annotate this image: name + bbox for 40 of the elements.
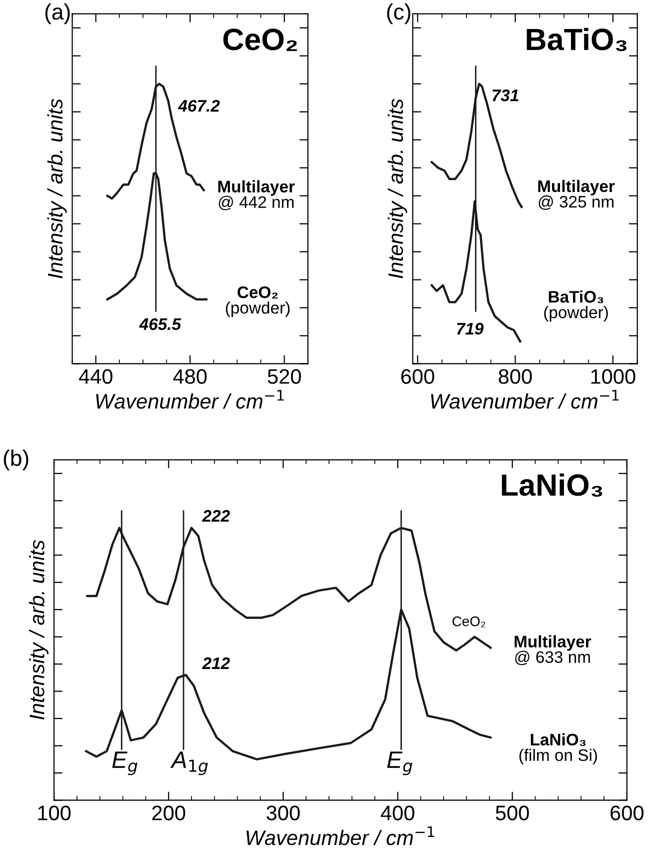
text: (c) <box>387 3 410 24</box>
annotation: 719 <box>457 322 484 335</box>
x-axis-title: Wavenumber / cm$^{−1}$ <box>246 826 434 846</box>
x-tick-label: 400 <box>380 806 414 820</box>
x-tick-label: 600 <box>401 369 434 384</box>
x-tick-label: 100 <box>38 806 71 820</box>
annotation: Multilayer @ 325 nm <box>538 180 615 210</box>
chart-title: LaNiO₃ <box>502 473 602 497</box>
chart-title: CeO₂ <box>223 28 297 51</box>
text: (b) <box>4 450 28 470</box>
x-tick-label: 1000 <box>591 369 636 384</box>
x-tick-label: 600 <box>610 806 644 820</box>
annotation: 465.5 <box>139 318 182 330</box>
x-tick-label: 800 <box>498 369 532 384</box>
text: 222 <box>202 510 230 522</box>
annotation: LaNiO₃ (film on Si) <box>519 733 597 764</box>
annotation: E$_{g}$ <box>112 752 138 776</box>
x-tick-label: 440 <box>78 369 112 384</box>
x-tick-label: 520 <box>268 369 301 384</box>
annotation: 731 <box>492 89 518 102</box>
annotation: E$_{g}$ <box>387 752 412 776</box>
chart-title: BaTiO₃ <box>526 28 627 52</box>
annotation: CeO₂ (powder) <box>226 286 290 317</box>
x-tick-label: 500 <box>496 806 529 820</box>
annotation: 467.2 <box>178 100 220 112</box>
y-axis-title: Intensity / arb. units <box>29 540 48 720</box>
text: (a) <box>45 3 70 24</box>
annotation: 212 <box>202 657 230 670</box>
x-tick-label: 200 <box>152 806 186 820</box>
x-tick-label: 300 <box>266 806 300 820</box>
annotation: BaTiO₃ (powder) <box>544 290 608 322</box>
y-axis-title: Intensity / arb. units <box>47 98 67 278</box>
y-axis-title: Intensity / arb. units <box>388 98 408 278</box>
annotation: Multilayer @ 442 nm <box>218 180 295 210</box>
x-axis-title: Wavenumber / cm$^{−1}$ <box>431 390 619 409</box>
x-axis-title: Wavenumber / cm$^{−1}$ <box>96 390 284 409</box>
annotation: A$_{1g}$ <box>170 752 208 776</box>
annotation: CeO₂ <box>452 616 486 628</box>
annotation: Multilayer @ 633 nm <box>514 635 592 666</box>
x-tick-label: 480 <box>173 369 207 384</box>
